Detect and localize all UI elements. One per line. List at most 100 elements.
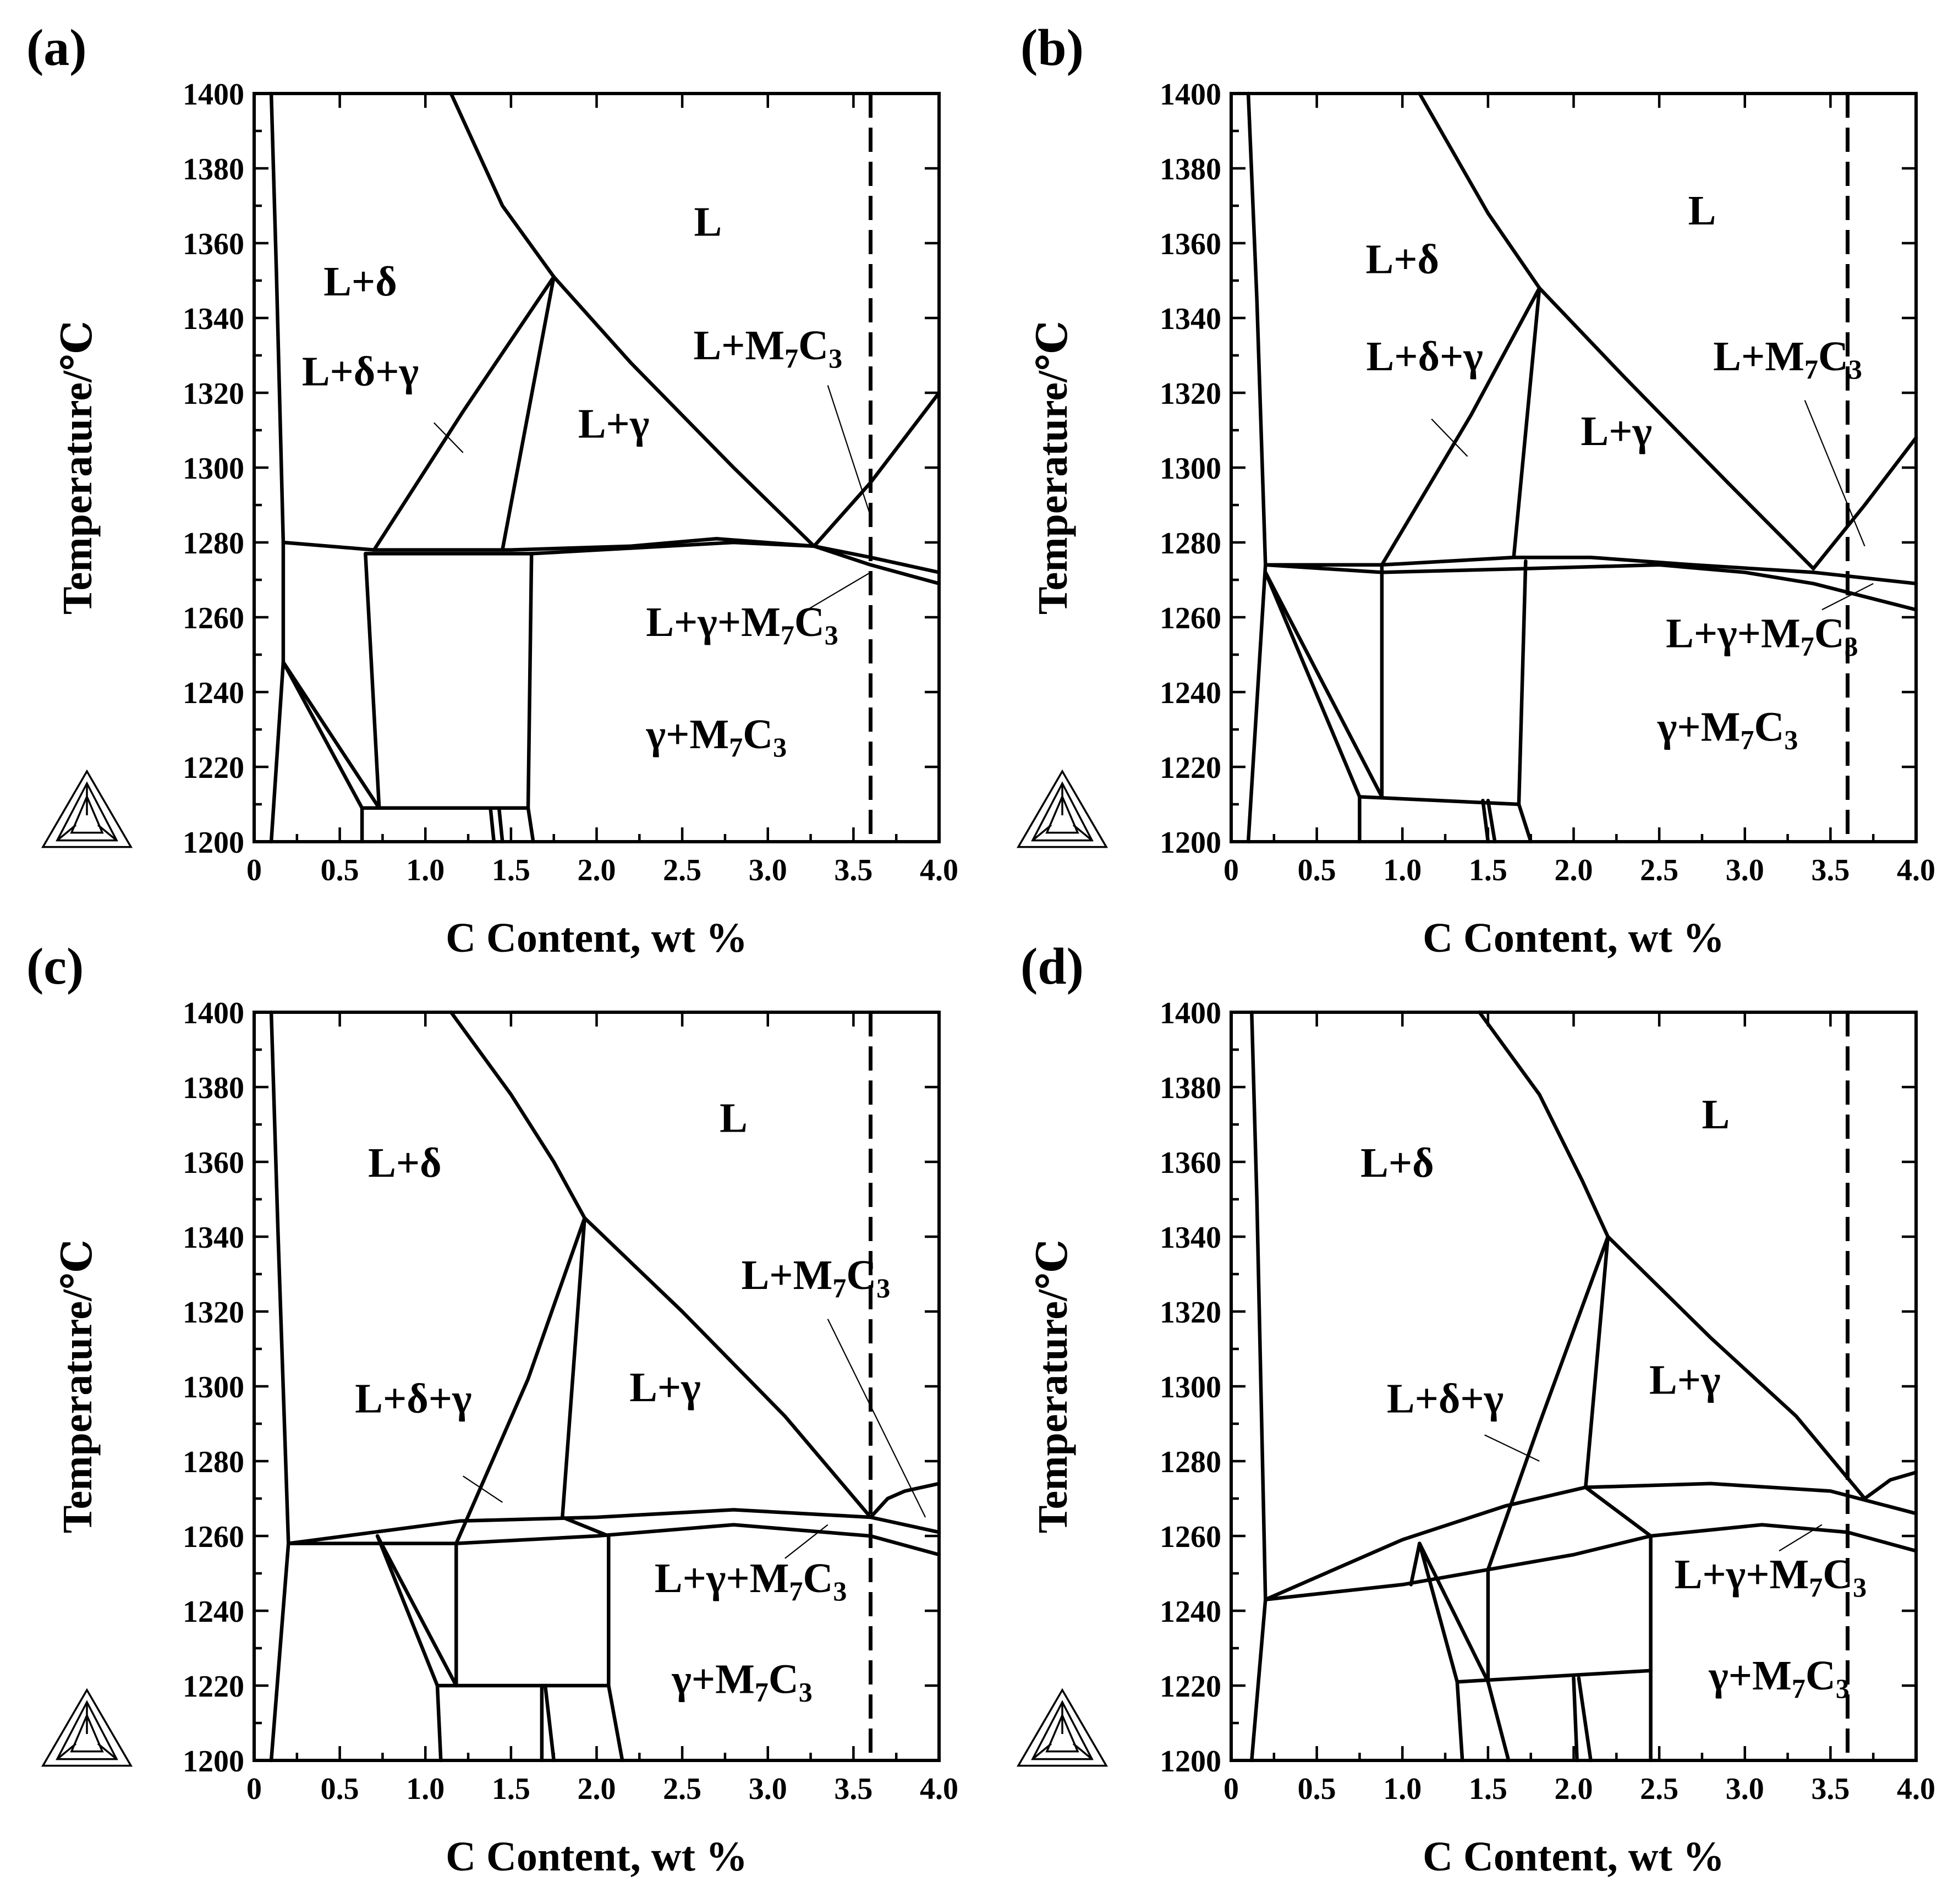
phase-boundary-line: [1455, 1680, 1464, 1763]
phase-boundary-line: [1264, 1523, 1918, 1601]
y-tick-label: 1300: [183, 452, 244, 486]
label-leader-line: [463, 1475, 503, 1503]
y-tick-label: 1220: [183, 1670, 244, 1704]
x-tick-label: 4.0: [1897, 853, 1935, 887]
phase-region-label: γ+M7C3: [671, 1656, 812, 1708]
phase-region-label: L+δ+γ: [302, 348, 419, 394]
x-tick-label: 3.0: [749, 853, 787, 887]
phase-boundary-line: [812, 544, 941, 586]
phase-boundary-line: [501, 275, 556, 552]
phase-region-label: L+δ+γ: [1367, 333, 1483, 380]
x-tick-label: 2.5: [663, 853, 701, 887]
y-tick-label: 1320: [183, 1296, 244, 1330]
phase-boundary-line: [583, 1216, 873, 1519]
x-tick-label: 0: [246, 1772, 262, 1806]
y-tick-label: 1200: [1160, 1744, 1221, 1779]
chart-panel-2: (b) 1200 1220 1240 1260 1280 1300 1320 1340 1360 1…: [1016, 19, 1935, 961]
phase-boundary-line: [1486, 798, 1497, 844]
y-tick-label: 1360: [183, 1146, 244, 1180]
y-tick-label: 1200: [1160, 826, 1221, 860]
y-tick-label: 1340: [183, 1221, 244, 1255]
label-leader-line: [1804, 400, 1865, 547]
y-tick-label: 1280: [1160, 1445, 1221, 1479]
label-leader-line: [806, 572, 871, 611]
y-tick-label: 1400: [1160, 996, 1221, 1030]
phase-boundary-line: [1584, 1234, 1610, 1489]
y-tick-label: 1400: [183, 78, 244, 112]
x-tick-label: 3.0: [1726, 1772, 1764, 1806]
x-tick-label: 1.0: [406, 1772, 445, 1806]
x-tick-label: 4.0: [920, 853, 958, 887]
label-leader-line: [1821, 583, 1874, 611]
phase-boundary-line: [449, 1010, 586, 1220]
phase-boundary-line: [1486, 1680, 1511, 1763]
panel-tag: (d): [1020, 938, 1084, 995]
y-tick-label: 1360: [1160, 227, 1221, 261]
y-tick-label: 1300: [183, 1370, 244, 1404]
phase-boundary-line: [281, 660, 381, 810]
x-tick-label: 4.0: [1897, 1772, 1935, 1806]
x-tick-label: 1.0: [1383, 853, 1422, 887]
y-tick-label: 1280: [183, 526, 244, 561]
phase-boundary-line: [1606, 1234, 1867, 1501]
phase-boundary-line: [449, 91, 556, 279]
x-tick-label: 2.5: [663, 1772, 701, 1806]
phase-boundary-line: [287, 1523, 941, 1557]
y-tick-label: 1240: [183, 676, 244, 710]
software-logo-icon: [1016, 1688, 1109, 1767]
phase-region-label: L+δ+γ: [1387, 1376, 1503, 1422]
phase-boundary-line: [1486, 1234, 1610, 1572]
phase-region-label: L+δ: [368, 1140, 441, 1186]
y-tick-label: 1220: [1160, 751, 1221, 785]
y-tick-label: 1300: [1160, 452, 1221, 486]
y-tick-label: 1320: [1160, 377, 1221, 411]
phase-region-label: L+γ: [629, 1364, 701, 1411]
phase-boundary-line: [269, 1010, 290, 1763]
x-tick-label: 3.0: [1726, 853, 1764, 887]
label-leader-line: [827, 385, 871, 517]
phase-boundary-line: [1264, 570, 1362, 799]
software-logo-icon: [1016, 769, 1109, 848]
y-tick-label: 1380: [1160, 152, 1221, 186]
phase-boundary-line: [375, 1534, 458, 1688]
x-tick-label: 2.5: [1640, 1772, 1678, 1806]
x-axis-title: C Content, wt %: [1423, 915, 1725, 961]
label-leader-line: [1484, 1434, 1540, 1462]
phase-boundary-line: [1264, 570, 1384, 799]
software-logo-icon: [41, 769, 133, 848]
phase-region-label: L+δ: [1366, 236, 1439, 282]
y-tick-label: 1260: [183, 1520, 244, 1554]
label-leader-line: [1779, 1524, 1823, 1552]
phase-boundary-line: [1358, 795, 1521, 806]
phase-boundary-line: [561, 1515, 611, 1538]
phase-boundary-line: [372, 275, 556, 552]
chart-panel-1: (a) 1200 1220 1240 1260 1280 1300 1320 1340 1360 1…: [26, 19, 958, 961]
phase-boundary-line: [1246, 91, 1267, 844]
phase-boundary-line: [364, 552, 381, 810]
phase-region-label: γ+M7C3: [1657, 704, 1798, 755]
phase-boundary-line: [281, 536, 941, 574]
phase-region-label: L+M7C3: [742, 1252, 891, 1303]
phase-boundary-line: [375, 1534, 440, 1688]
x-tick-label: 0.5: [321, 853, 359, 887]
phase-boundary-line: [561, 1216, 586, 1519]
y-tick-label: 1280: [1160, 526, 1221, 561]
y-tick-label: 1260: [1160, 1520, 1221, 1554]
phase-region-label: L+δ: [323, 259, 397, 305]
x-tick-label: 2.0: [1555, 1772, 1593, 1806]
y-tick-label: 1360: [1160, 1146, 1221, 1180]
phase-region-label: L+γ+M7C3: [1675, 1551, 1867, 1603]
x-tick-label: 0: [1223, 853, 1239, 887]
x-tick-label: 3.5: [834, 853, 873, 887]
y-tick-label: 1340: [1160, 302, 1221, 336]
phase-region-label: L+γ+M7C3: [1666, 610, 1858, 661]
phase-boundary-line: [1512, 286, 1541, 559]
y-axis-title: Temperature/℃: [1030, 1239, 1076, 1533]
x-tick-label: 1.5: [1469, 1772, 1507, 1806]
y-tick-label: 1400: [183, 996, 244, 1030]
x-tick-label: 3.5: [834, 1772, 873, 1806]
phase-region-label: L+γ: [578, 401, 650, 447]
phase-boundary-line: [497, 806, 504, 844]
phase-boundary-line: [1455, 1669, 1653, 1684]
